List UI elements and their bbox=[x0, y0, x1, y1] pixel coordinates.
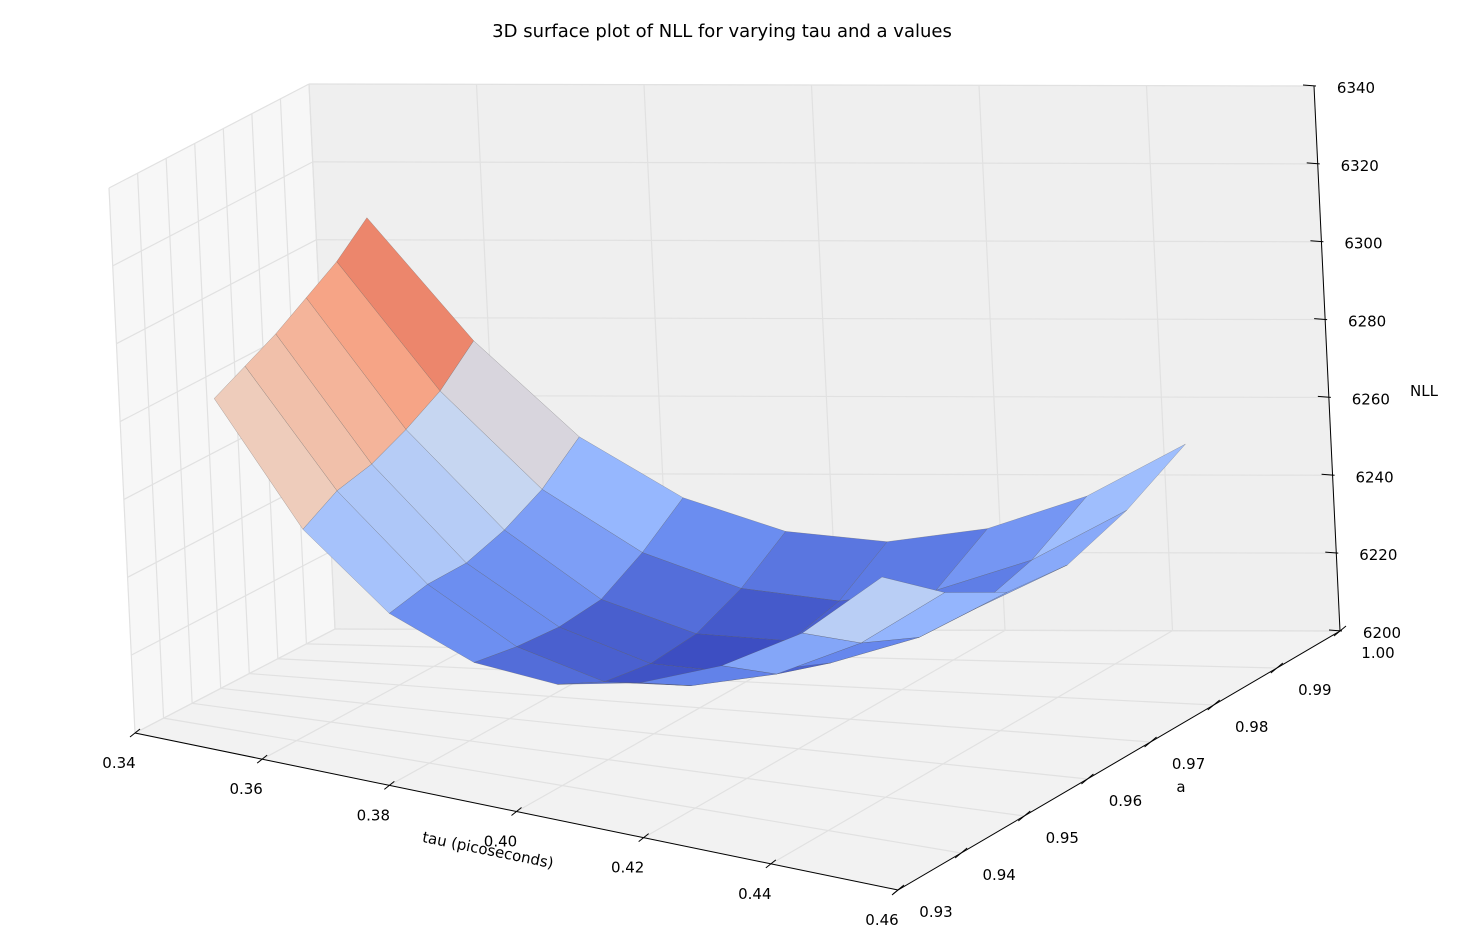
axes-ticks: 0.34 0.36 0.38 0.40 0.42 0.44 0.46 0.93 0.94 0.95… bbox=[102, 79, 1401, 929]
left-gridline-z bbox=[116, 239, 317, 345]
x-tick bbox=[384, 780, 395, 790]
z-tick bbox=[1328, 629, 1343, 632]
x-tick bbox=[256, 754, 268, 764]
y-tick-label: 0.93 bbox=[919, 903, 952, 921]
back-gridline-z bbox=[308, 83, 1315, 87]
x-tick-label: 0.42 bbox=[611, 859, 644, 877]
z-tick-label: 6340 bbox=[1337, 79, 1375, 97]
left-gridline-y bbox=[136, 173, 165, 719]
floor-gridline-y bbox=[249, 672, 1151, 743]
y-tick bbox=[1144, 736, 1157, 748]
floor-gridline-x bbox=[643, 629, 1006, 839]
y-tick-label: 0.97 bbox=[1172, 755, 1205, 773]
y-tick-label: 0.94 bbox=[982, 866, 1015, 884]
y-tick-label: 0.98 bbox=[1235, 718, 1268, 736]
z-tick-label: 6200 bbox=[1363, 624, 1401, 642]
y-tick-label: 1.00 bbox=[1361, 644, 1394, 662]
floor-gridline-y bbox=[163, 717, 962, 854]
z-tick bbox=[1325, 551, 1339, 554]
floor-pane bbox=[135, 629, 1340, 890]
y-tick-label: 0.99 bbox=[1298, 681, 1331, 699]
y-tick bbox=[891, 884, 905, 896]
chart-title: 3D surface plot of NLL for varying tau a… bbox=[492, 21, 952, 42]
z-tick-label: 6320 bbox=[1341, 157, 1379, 175]
z-tick bbox=[1306, 162, 1320, 165]
z-tick bbox=[1302, 84, 1317, 87]
y-tick bbox=[1081, 773, 1094, 785]
back-gridline-z bbox=[316, 239, 1322, 243]
y-axis-line bbox=[897, 630, 1341, 891]
z-tick-label: 6240 bbox=[1355, 468, 1393, 486]
x-tick-label: 0.44 bbox=[738, 885, 771, 903]
y-tick bbox=[1207, 699, 1221, 711]
x-tick bbox=[765, 859, 777, 869]
z-axis-label: NLL bbox=[1410, 382, 1439, 400]
left-gridline-z bbox=[131, 550, 332, 656]
x-tick bbox=[638, 833, 649, 843]
floor-gridline-y bbox=[192, 702, 1025, 817]
z-tick bbox=[1314, 318, 1328, 321]
x-tick-label: 0.38 bbox=[357, 806, 390, 824]
z-tick bbox=[1310, 240, 1324, 243]
y-tick bbox=[1017, 810, 1031, 822]
surface-patch bbox=[557, 681, 691, 686]
y-tick bbox=[1270, 662, 1284, 674]
z-tick-label: 6280 bbox=[1348, 313, 1386, 331]
left-gridline-y bbox=[108, 187, 136, 734]
floor-gridline-y bbox=[277, 658, 1214, 706]
y-tick-label: 0.96 bbox=[1109, 792, 1142, 810]
z-tick-label: 6260 bbox=[1352, 390, 1390, 408]
y-axis-label: a bbox=[1176, 778, 1185, 796]
back-gridline-z bbox=[320, 316, 1326, 321]
floor-gridline-y bbox=[220, 687, 1088, 780]
nll-surface bbox=[213, 217, 1186, 686]
z-tick-label: 6300 bbox=[1344, 235, 1382, 253]
left-gridline-y bbox=[194, 143, 222, 689]
x-tick-label: 0.46 bbox=[865, 911, 898, 929]
z-tick bbox=[1321, 473, 1335, 476]
left-gridline-y bbox=[165, 158, 193, 704]
floor-gridline-x bbox=[770, 630, 1173, 865]
y-tick bbox=[954, 847, 968, 859]
z-tick-label: 6220 bbox=[1359, 546, 1397, 564]
x-tick-label: 0.36 bbox=[229, 780, 262, 798]
x-tick-label: 0.34 bbox=[102, 754, 135, 772]
x-tick-label: 0.40 bbox=[484, 833, 517, 851]
x-tick bbox=[129, 728, 141, 738]
left-gridline-z bbox=[112, 161, 313, 267]
z-axis-line bbox=[1313, 85, 1341, 632]
left-gridline-z bbox=[108, 83, 310, 189]
left-gridline-z bbox=[134, 628, 336, 734]
back-gridline-z bbox=[312, 161, 1318, 165]
z-tick bbox=[1317, 395, 1331, 398]
y-tick-label: 0.95 bbox=[1046, 829, 1079, 847]
x-tick bbox=[511, 807, 522, 816]
back-gridline-x bbox=[1145, 85, 1174, 631]
